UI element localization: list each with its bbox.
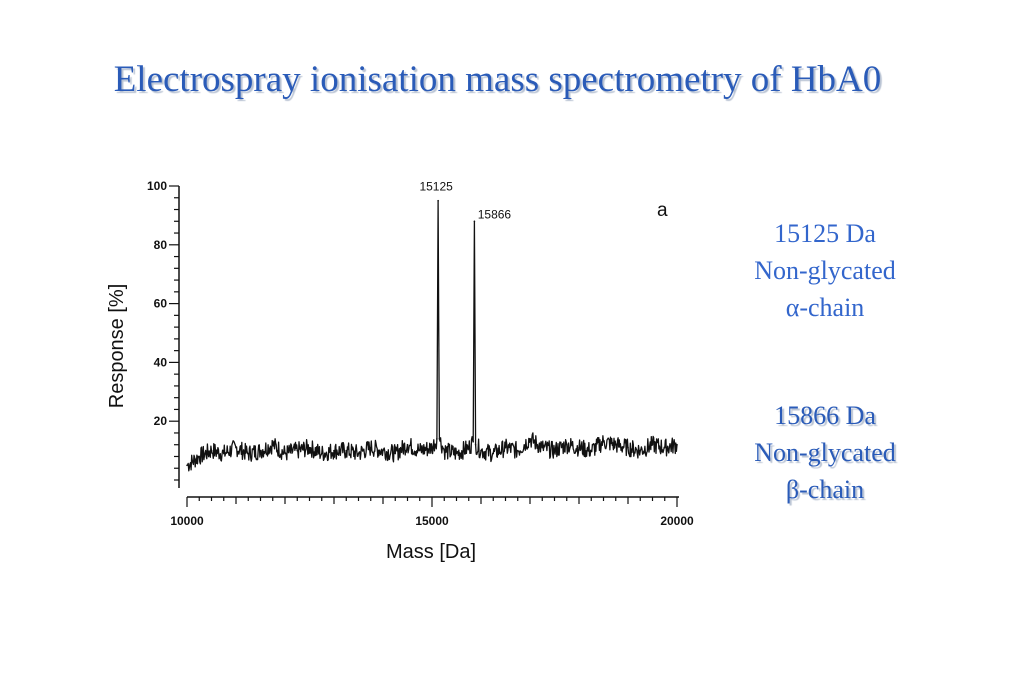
x-axis-label: Mass [Da] <box>386 541 476 563</box>
data-point <box>676 443 678 446</box>
alpha-chain-label: α-chain <box>785 293 865 322</box>
data-point <box>602 440 605 443</box>
x-tick-label: 20000 <box>660 514 694 528</box>
data-point <box>259 449 262 452</box>
data-point <box>333 449 335 452</box>
axis-ticks <box>169 185 678 507</box>
x-tick-label: 15000 <box>415 514 449 528</box>
beta-glycation-label: Non-glycated <box>754 438 896 467</box>
data-point <box>284 452 286 455</box>
data-point <box>382 449 384 452</box>
data-point <box>627 446 629 449</box>
y-tick-label: 20 <box>154 414 168 428</box>
data-point <box>565 443 568 446</box>
alpha-glycation-label: Non-glycated <box>754 256 896 285</box>
y-tick-label: 80 <box>154 238 168 252</box>
y-axis-label: Response [%] <box>106 284 128 409</box>
data-point <box>418 449 421 452</box>
data-point <box>222 452 225 455</box>
series-group <box>186 199 678 472</box>
spectrum-series-line <box>186 200 678 472</box>
data-point <box>516 449 519 452</box>
tick-labels: 20 40 60 80 100 10000 15000 20000 <box>147 179 694 528</box>
data-point <box>467 446 470 449</box>
data-point <box>308 446 311 449</box>
data-point <box>357 452 360 455</box>
data-point <box>438 438 441 440</box>
beta-chain-label: β-chain <box>785 475 865 504</box>
data-point <box>210 449 213 452</box>
data-point <box>443 449 446 452</box>
chart-labels: Mass [Da] Response [%] a 15125 15866 <box>106 180 668 563</box>
data-point <box>455 452 458 455</box>
data-point <box>541 446 544 449</box>
data-point <box>431 446 433 449</box>
panel-label: a <box>657 200 668 221</box>
data-point <box>472 440 474 443</box>
y-tick-label: 100 <box>147 179 167 193</box>
data-point <box>235 446 237 449</box>
peak-label: 15125 <box>419 180 453 194</box>
data-point <box>553 449 556 452</box>
data-point <box>437 199 439 202</box>
data-point <box>271 443 274 446</box>
data-point <box>614 443 617 446</box>
data-point <box>663 446 666 449</box>
y-tick-label: 60 <box>154 297 168 311</box>
data-point <box>436 438 438 440</box>
data-point <box>529 438 531 440</box>
beta-mass-label: 15866 Da <box>774 401 876 430</box>
data-point <box>320 452 323 455</box>
data-point <box>651 443 654 446</box>
data-point <box>369 446 372 449</box>
data-point <box>492 452 495 455</box>
data-point <box>198 455 201 458</box>
chart-axes <box>178 186 679 498</box>
data-point <box>639 449 642 452</box>
data-point <box>394 452 397 455</box>
data-point <box>578 446 580 449</box>
data-point <box>480 449 482 452</box>
y-tick-label: 40 <box>154 355 168 369</box>
data-point <box>247 452 250 455</box>
slide-title: Electrospray ionisation mass spectrometr… <box>113 59 882 100</box>
x-tick-label: 10000 <box>170 514 204 528</box>
data-point <box>296 449 299 452</box>
mass-spectrum-chart: 20 40 60 80 100 10000 15000 20000 Mass [Da] Res… <box>106 179 694 563</box>
data-point <box>473 220 476 223</box>
data-point <box>474 443 477 446</box>
data-point <box>406 443 409 446</box>
beta-chain-note: 15866 Da Non-glycated β-chain <box>730 397 920 508</box>
alpha-mass-label: 15125 Da <box>774 219 876 248</box>
data-point <box>186 464 188 467</box>
data-point <box>590 449 593 452</box>
data-point <box>345 449 348 452</box>
peak-label: 15866 <box>478 207 512 221</box>
alpha-chain-note: 15125 Da Non-glycated α-chain <box>730 215 920 326</box>
data-point <box>504 446 507 449</box>
